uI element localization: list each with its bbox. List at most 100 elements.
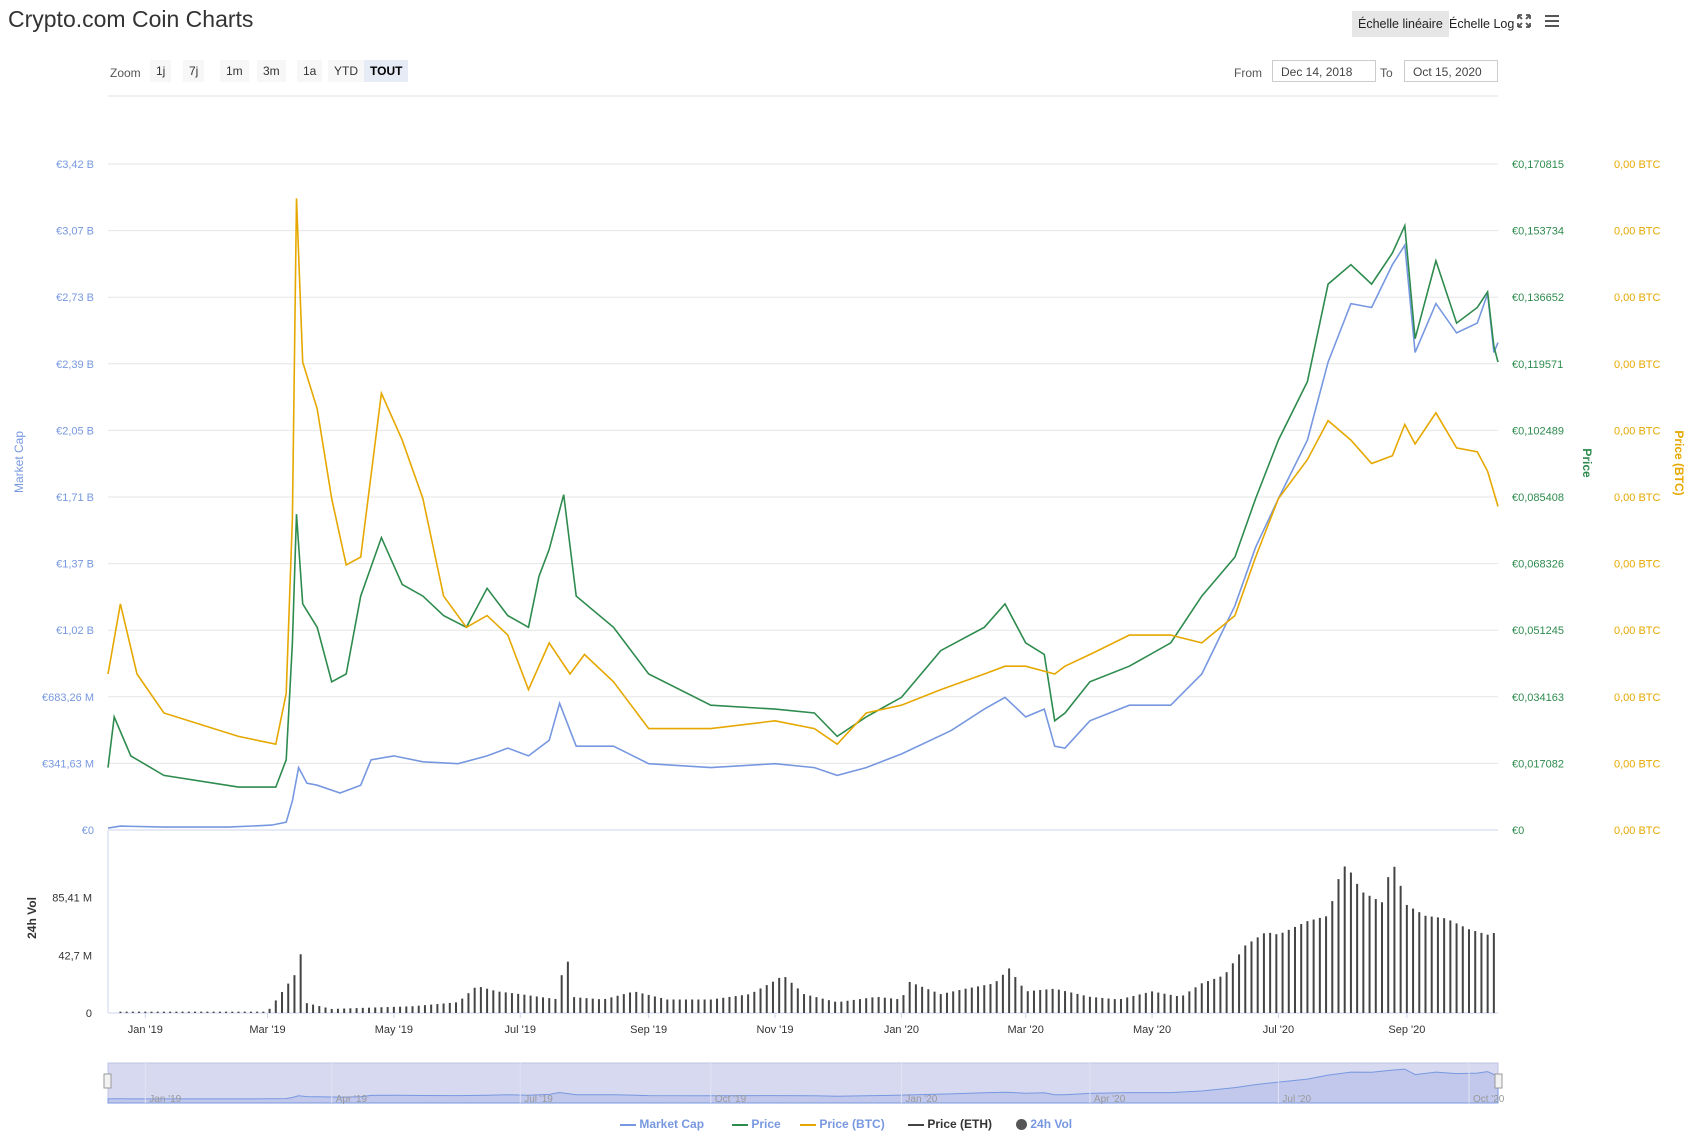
volume-bar: [952, 991, 955, 1013]
legend-price[interactable]: Price: [732, 1117, 781, 1135]
volume-bar: [156, 1011, 159, 1013]
volume-bar: [399, 1006, 402, 1013]
volume-bar: [1387, 877, 1390, 1013]
linear-scale-button[interactable]: Échelle linéaire: [1352, 11, 1449, 37]
volume-bar: [896, 999, 899, 1013]
market-cap-tick-label: €683,26 M: [42, 692, 94, 704]
volume-bar: [1119, 998, 1122, 1013]
volume-bar: [722, 997, 725, 1013]
volume-bar: [1424, 915, 1427, 1013]
volume-bar: [597, 999, 600, 1013]
volume-bar: [486, 988, 489, 1013]
volume-bar: [1169, 994, 1172, 1013]
zoom-ytd-button[interactable]: YTD: [328, 60, 364, 82]
volume-bar: [1430, 916, 1433, 1013]
price-tick-label: €0,017082: [1512, 758, 1564, 770]
volume-bar: [716, 998, 719, 1013]
volume-bar: [1014, 977, 1017, 1013]
volume-bar: [927, 989, 930, 1013]
volume-bar: [1157, 992, 1160, 1013]
legend-price-swatch: [732, 1123, 748, 1126]
volume-bar: [131, 1011, 134, 1013]
volume-tick-label: 42,7 M: [58, 950, 92, 962]
navigator-left-handle[interactable]: [103, 1073, 112, 1089]
volume-bar: [933, 991, 936, 1013]
volume-bar: [336, 1008, 339, 1013]
price-btc-axis: 0,00 BTC 0,00 BTC 0,00 BTC 0,00 BTC 0,00 BTC…: [1614, 159, 1661, 837]
log-scale-button[interactable]: Échelle Log: [1449, 17, 1515, 31]
legend-price-eth[interactable]: Price (ETH): [908, 1117, 992, 1135]
volume-bar: [144, 1011, 147, 1013]
volume-bar: [883, 997, 886, 1013]
zoom-1m-button[interactable]: 1m: [220, 60, 249, 82]
volume-bar: [1455, 923, 1458, 1013]
volume-bar: [218, 1011, 221, 1013]
volume-bar: [1362, 892, 1365, 1013]
zoom-all-button[interactable]: TOUT: [364, 60, 409, 82]
price-btc-tick-label: 0,00 BTC: [1614, 758, 1661, 770]
volume-bar: [759, 988, 762, 1013]
volume-bar: [405, 1006, 408, 1013]
volume-bar: [622, 994, 625, 1013]
zoom-1a-button[interactable]: 1a: [297, 60, 323, 82]
volume-bar: [1001, 974, 1004, 1013]
volume-bar: [697, 999, 700, 1013]
price-tick-label: €0,119571: [1512, 359, 1563, 371]
zoom-1j-button[interactable]: 1j: [150, 60, 172, 82]
volume-bar: [1325, 916, 1328, 1013]
volume-bar: [1343, 866, 1346, 1013]
market-cap-tick-label: €3,42 B: [56, 159, 94, 171]
volume-bar: [349, 1008, 352, 1013]
volume-bar: [728, 996, 731, 1013]
zoom-3m-button[interactable]: 3m: [257, 60, 286, 82]
navigator-right-handle[interactable]: [1494, 1073, 1503, 1089]
volume-bar: [523, 994, 526, 1013]
volume-bar: [386, 1007, 389, 1013]
volume-bars: [119, 866, 1495, 1013]
volume-bar: [312, 1004, 315, 1013]
volume-bar: [1262, 933, 1265, 1013]
volume-bar: [274, 1000, 277, 1013]
legend-market-cap[interactable]: Market Cap: [620, 1117, 704, 1135]
to-date-input[interactable]: Oct 15, 2020: [1404, 60, 1498, 82]
volume-bar: [1436, 917, 1439, 1013]
price-chart[interactable]: €0 €341,63 M €683,26 M €1,02 B €1,37 B €1,71 …: [0, 0, 1697, 1110]
price-btc-axis-title: Price (BTC): [1672, 430, 1686, 495]
x-tick-label: Jan '19: [128, 1024, 163, 1036]
volume-bar: [945, 992, 948, 1013]
navigator-tick-label: Oct '20: [1473, 1094, 1505, 1105]
volume-bar: [1076, 993, 1079, 1013]
volume-bar: [1008, 968, 1011, 1013]
from-date-input[interactable]: Dec 14, 2018: [1272, 60, 1376, 82]
volume-bar: [747, 994, 750, 1013]
price-tick-label: €0,085408: [1512, 492, 1564, 504]
volume-bar: [908, 981, 911, 1013]
x-tick-label: May '20: [1133, 1024, 1171, 1036]
volume-bar: [1449, 920, 1452, 1013]
volume-bar: [442, 1003, 445, 1013]
volume-bar: [1020, 985, 1023, 1013]
volume-bar: [1188, 991, 1191, 1013]
volume-bar: [1231, 963, 1234, 1013]
volume-bar: [287, 983, 290, 1013]
volume-bar: [200, 1011, 203, 1013]
volume-bar: [852, 999, 855, 1013]
volume-bar: [1057, 989, 1060, 1013]
volume-bar: [1461, 926, 1464, 1013]
volume-bar: [1399, 885, 1402, 1013]
legend-24h-vol[interactable]: 24h Vol: [1016, 1117, 1072, 1135]
legend-24h-vol-label: 24h Vol: [1030, 1117, 1073, 1131]
volume-bar: [641, 993, 644, 1013]
volume-bar: [268, 1008, 271, 1013]
navigator-tick-label: Oct '19: [715, 1094, 747, 1105]
volume-bar: [921, 986, 924, 1013]
volume-bar: [995, 981, 998, 1013]
expand-icon[interactable]: [1515, 12, 1533, 32]
zoom-7j-button[interactable]: 7j: [183, 60, 205, 82]
volume-bar: [1300, 924, 1303, 1013]
volume-tick-label: 0: [86, 1008, 92, 1020]
volume-bar: [1418, 912, 1421, 1013]
legend-price-btc[interactable]: Price (BTC): [800, 1117, 885, 1135]
hamburger-menu-icon[interactable]: [1543, 12, 1561, 32]
volume-bar: [187, 1011, 190, 1013]
